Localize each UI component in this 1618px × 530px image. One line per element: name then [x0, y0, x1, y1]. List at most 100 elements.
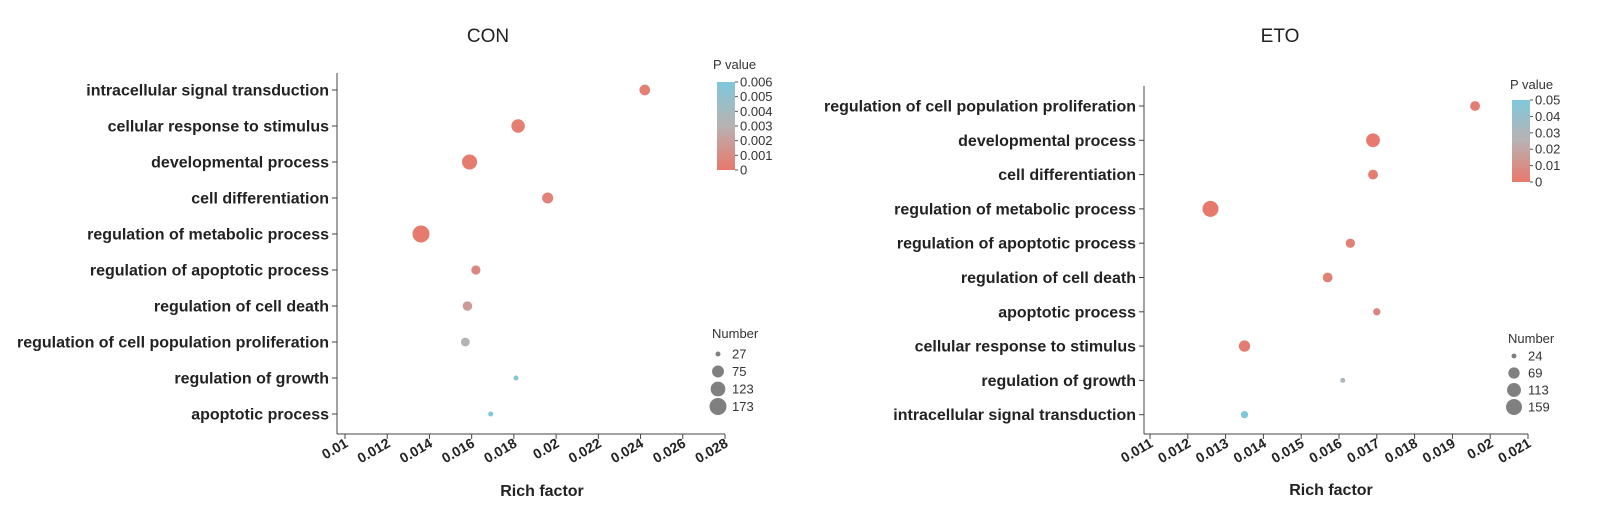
data-point [412, 225, 430, 243]
x-tick-label: 0.016 [1306, 435, 1345, 466]
size-legend-dot [712, 365, 724, 378]
color-bar-label: 0.01 [1535, 158, 1560, 173]
x-tick-label: 0.018 [481, 435, 520, 466]
size-legend-label: 69 [1528, 366, 1542, 381]
x-tick-label: 0.022 [565, 435, 604, 466]
category-label: regulation of growth [174, 371, 329, 388]
size-legend-label: 173 [732, 399, 754, 414]
category-label: regulation of cell death [154, 299, 329, 316]
category-label: regulation of cell population proliferat… [824, 99, 1136, 116]
category-label: regulation of apoptotic process [897, 236, 1136, 253]
category-label: intracellular signal transduction [86, 83, 329, 100]
category-label: intracellular signal transduction [893, 407, 1136, 424]
x-tick-label: 0.02 [530, 435, 562, 463]
x-tick-label: 0.014 [1231, 435, 1270, 466]
chart-title: CON [467, 26, 509, 47]
size-legend-dot [1508, 367, 1520, 379]
category-label: regulation of metabolic process [894, 201, 1136, 218]
category-label: regulation of cell population proliferat… [17, 335, 329, 352]
eto-chart: ETO Rich factor P value Number 0.011 0.01… [824, 26, 1560, 499]
category-label: cell differentiation [998, 167, 1136, 184]
x-tick-label: 0.012 [1155, 435, 1194, 466]
data-point [1366, 133, 1380, 148]
data-point [639, 84, 651, 96]
data-point [1368, 169, 1378, 180]
color-bar-label: 0.006 [740, 75, 773, 90]
x-tick-label: 0.02 [1464, 435, 1496, 463]
size-legend-label: 123 [732, 382, 754, 397]
color-bar-label: 0.005 [740, 89, 773, 104]
category-label: apoptotic process [998, 304, 1136, 321]
data-point [1322, 272, 1333, 283]
size-legend-label: 27 [732, 347, 746, 362]
size-legend-dot [1507, 383, 1521, 397]
data-point [542, 192, 554, 204]
data-point [1240, 411, 1249, 419]
data-point [462, 301, 473, 311]
size-legend-dot [715, 351, 721, 357]
x-tick-label: 0.024 [608, 435, 647, 466]
data-point [1340, 377, 1346, 383]
category-label: cell differentiation [191, 191, 329, 208]
category-label: regulation of cell death [961, 270, 1136, 287]
con-chart: CON Rich factor P value Number 0.01 0.012… [17, 26, 773, 500]
data-point [511, 119, 525, 133]
color-bar-label: 0.003 [740, 119, 773, 134]
data-point [488, 411, 494, 417]
pvalue-color-bar [1512, 100, 1530, 182]
data-point [1202, 200, 1219, 217]
data-point [462, 154, 478, 170]
size-legend-dot [709, 398, 727, 415]
category-label: cellular response to stimulus [915, 339, 1137, 356]
data-point [1470, 101, 1480, 111]
category-label: developmental process [958, 133, 1136, 150]
x-axis-label: Rich factor [500, 483, 584, 500]
x-tick-label: 0.011 [1118, 435, 1156, 466]
x-axis-label: Rich factor [1289, 482, 1373, 499]
x-tick-label: 0.015 [1268, 435, 1307, 466]
x-tick-label: 0.026 [650, 435, 689, 466]
x-tick-label: 0.016 [439, 435, 478, 466]
x-tick-label: 0.012 [354, 435, 393, 466]
size-legend-label: 75 [732, 364, 746, 379]
pvalue-legend-title: P value [1510, 77, 1553, 92]
x-tick-label: 0.013 [1193, 435, 1232, 466]
color-bar-label: 0 [1535, 175, 1542, 190]
x-tick-label: 0.014 [397, 435, 436, 466]
pvalue-legend-title: P value [713, 57, 756, 72]
color-bar-label: 0 [740, 163, 747, 178]
category-label: regulation of growth [981, 373, 1136, 390]
size-legend-label: 159 [1528, 400, 1550, 415]
color-bar-label: 0.02 [1535, 142, 1560, 157]
x-tick-label: 0.017 [1344, 435, 1383, 466]
color-bar-label: 0.03 [1535, 125, 1560, 140]
color-bar-label: 0.04 [1535, 109, 1560, 124]
size-legend-label: 24 [1528, 349, 1542, 364]
category-label: regulation of apoptotic process [90, 263, 329, 280]
x-tick-label: 0.019 [1420, 435, 1459, 466]
color-bar-label: 0.05 [1535, 93, 1560, 108]
number-legend-title: Number [1508, 331, 1555, 346]
data-point [1373, 308, 1381, 316]
data-point [460, 337, 470, 347]
pvalue-color-bar [717, 82, 735, 170]
x-tick-label: 0.028 [692, 435, 731, 466]
color-bar-label: 0.004 [740, 104, 773, 119]
category-label: apoptotic process [191, 407, 329, 424]
category-label: developmental process [151, 155, 329, 172]
number-legend-title: Number [712, 326, 759, 341]
size-legend-dot [710, 381, 726, 397]
size-legend-label: 113 [1528, 383, 1549, 398]
x-tick-label: 0.01 [319, 435, 351, 463]
data-point [471, 265, 481, 275]
size-legend-dot [1511, 353, 1517, 359]
x-tick-label: 0.018 [1382, 435, 1421, 466]
size-legend-dot [1506, 399, 1522, 415]
data-point [1345, 238, 1355, 248]
color-bar-label: 0.002 [740, 133, 773, 148]
category-label: regulation of metabolic process [87, 227, 329, 244]
x-tick-label: 0.021 [1495, 435, 1534, 466]
data-point [1238, 340, 1251, 352]
color-bar-label: 0.001 [740, 148, 773, 163]
